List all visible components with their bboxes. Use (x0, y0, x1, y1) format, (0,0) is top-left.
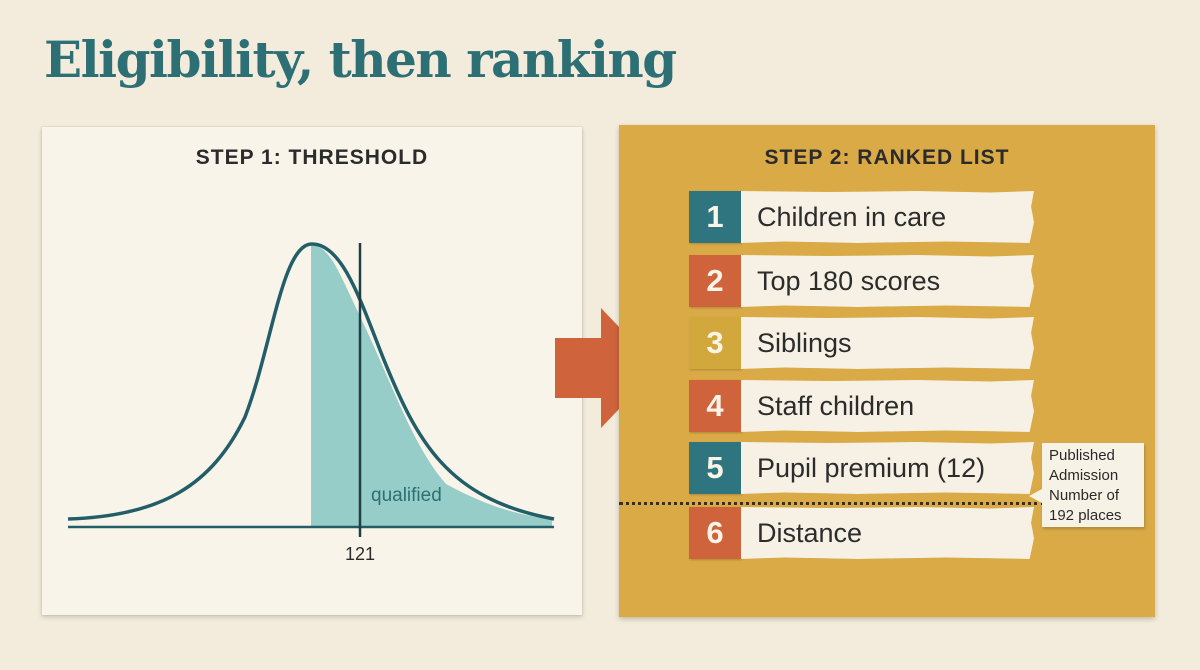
step1-title: STEP 1: THRESHOLD (195, 146, 429, 169)
ranked-item-4: 4 Staff children (689, 380, 1034, 432)
ranked-item-6: 6 Distance (689, 507, 1034, 559)
ranked-item-1: 1 Children in care (689, 191, 1034, 243)
right-arrow-icon (555, 308, 658, 428)
admission-cutoff-line (619, 502, 1045, 505)
rank-label-4: Staff children (741, 380, 1034, 432)
rank-number-4: 4 (689, 380, 741, 432)
rank-number-6: 6 (689, 507, 741, 559)
page-title: Eligibility, then ranking (44, 30, 677, 89)
ranked-item-3: 3 Siblings (689, 317, 1034, 369)
admission-number-callout: Published Admission Number of 192 places (1029, 443, 1144, 527)
rank-number-2: 2 (689, 255, 741, 307)
rank-label-6: Distance (741, 507, 1034, 559)
qualified-shaded-area (311, 245, 552, 527)
threshold-panel: STEP 1: THRESHOLD qualified 121 (42, 127, 582, 615)
rank-number-5: 5 (689, 442, 741, 494)
rank-label-3: Siblings (741, 317, 1034, 369)
callout-pointer (1029, 489, 1042, 503)
qualified-label: qualified (371, 485, 442, 506)
ranked-list-panel: STEP 2: RANKED LIST 1 Children in care 2… (619, 125, 1155, 617)
rank-label-2: Top 180 scores (741, 255, 1034, 307)
callout-line-4: 192 places (1049, 507, 1122, 524)
ranked-item-2: 2 Top 180 scores (689, 255, 1034, 307)
ranked-item-5: 5 Pupil premium (12) (689, 442, 1034, 494)
rank-label-5: Pupil premium (12) (741, 442, 1034, 494)
threshold-value-label: 121 (345, 544, 375, 564)
callout-line-3: Number of (1049, 487, 1120, 504)
rank-label-1: Children in care (741, 191, 1034, 243)
rank-number-3: 3 (689, 317, 741, 369)
step2-title: STEP 2: RANKED LIST (764, 146, 1010, 169)
bell-curve-chart: qualified 121 (67, 242, 555, 564)
callout-line-2: Admission (1049, 467, 1119, 484)
rank-number-1: 1 (689, 191, 741, 243)
callout-line-1: Published (1049, 447, 1115, 464)
bell-curve (67, 242, 555, 521)
